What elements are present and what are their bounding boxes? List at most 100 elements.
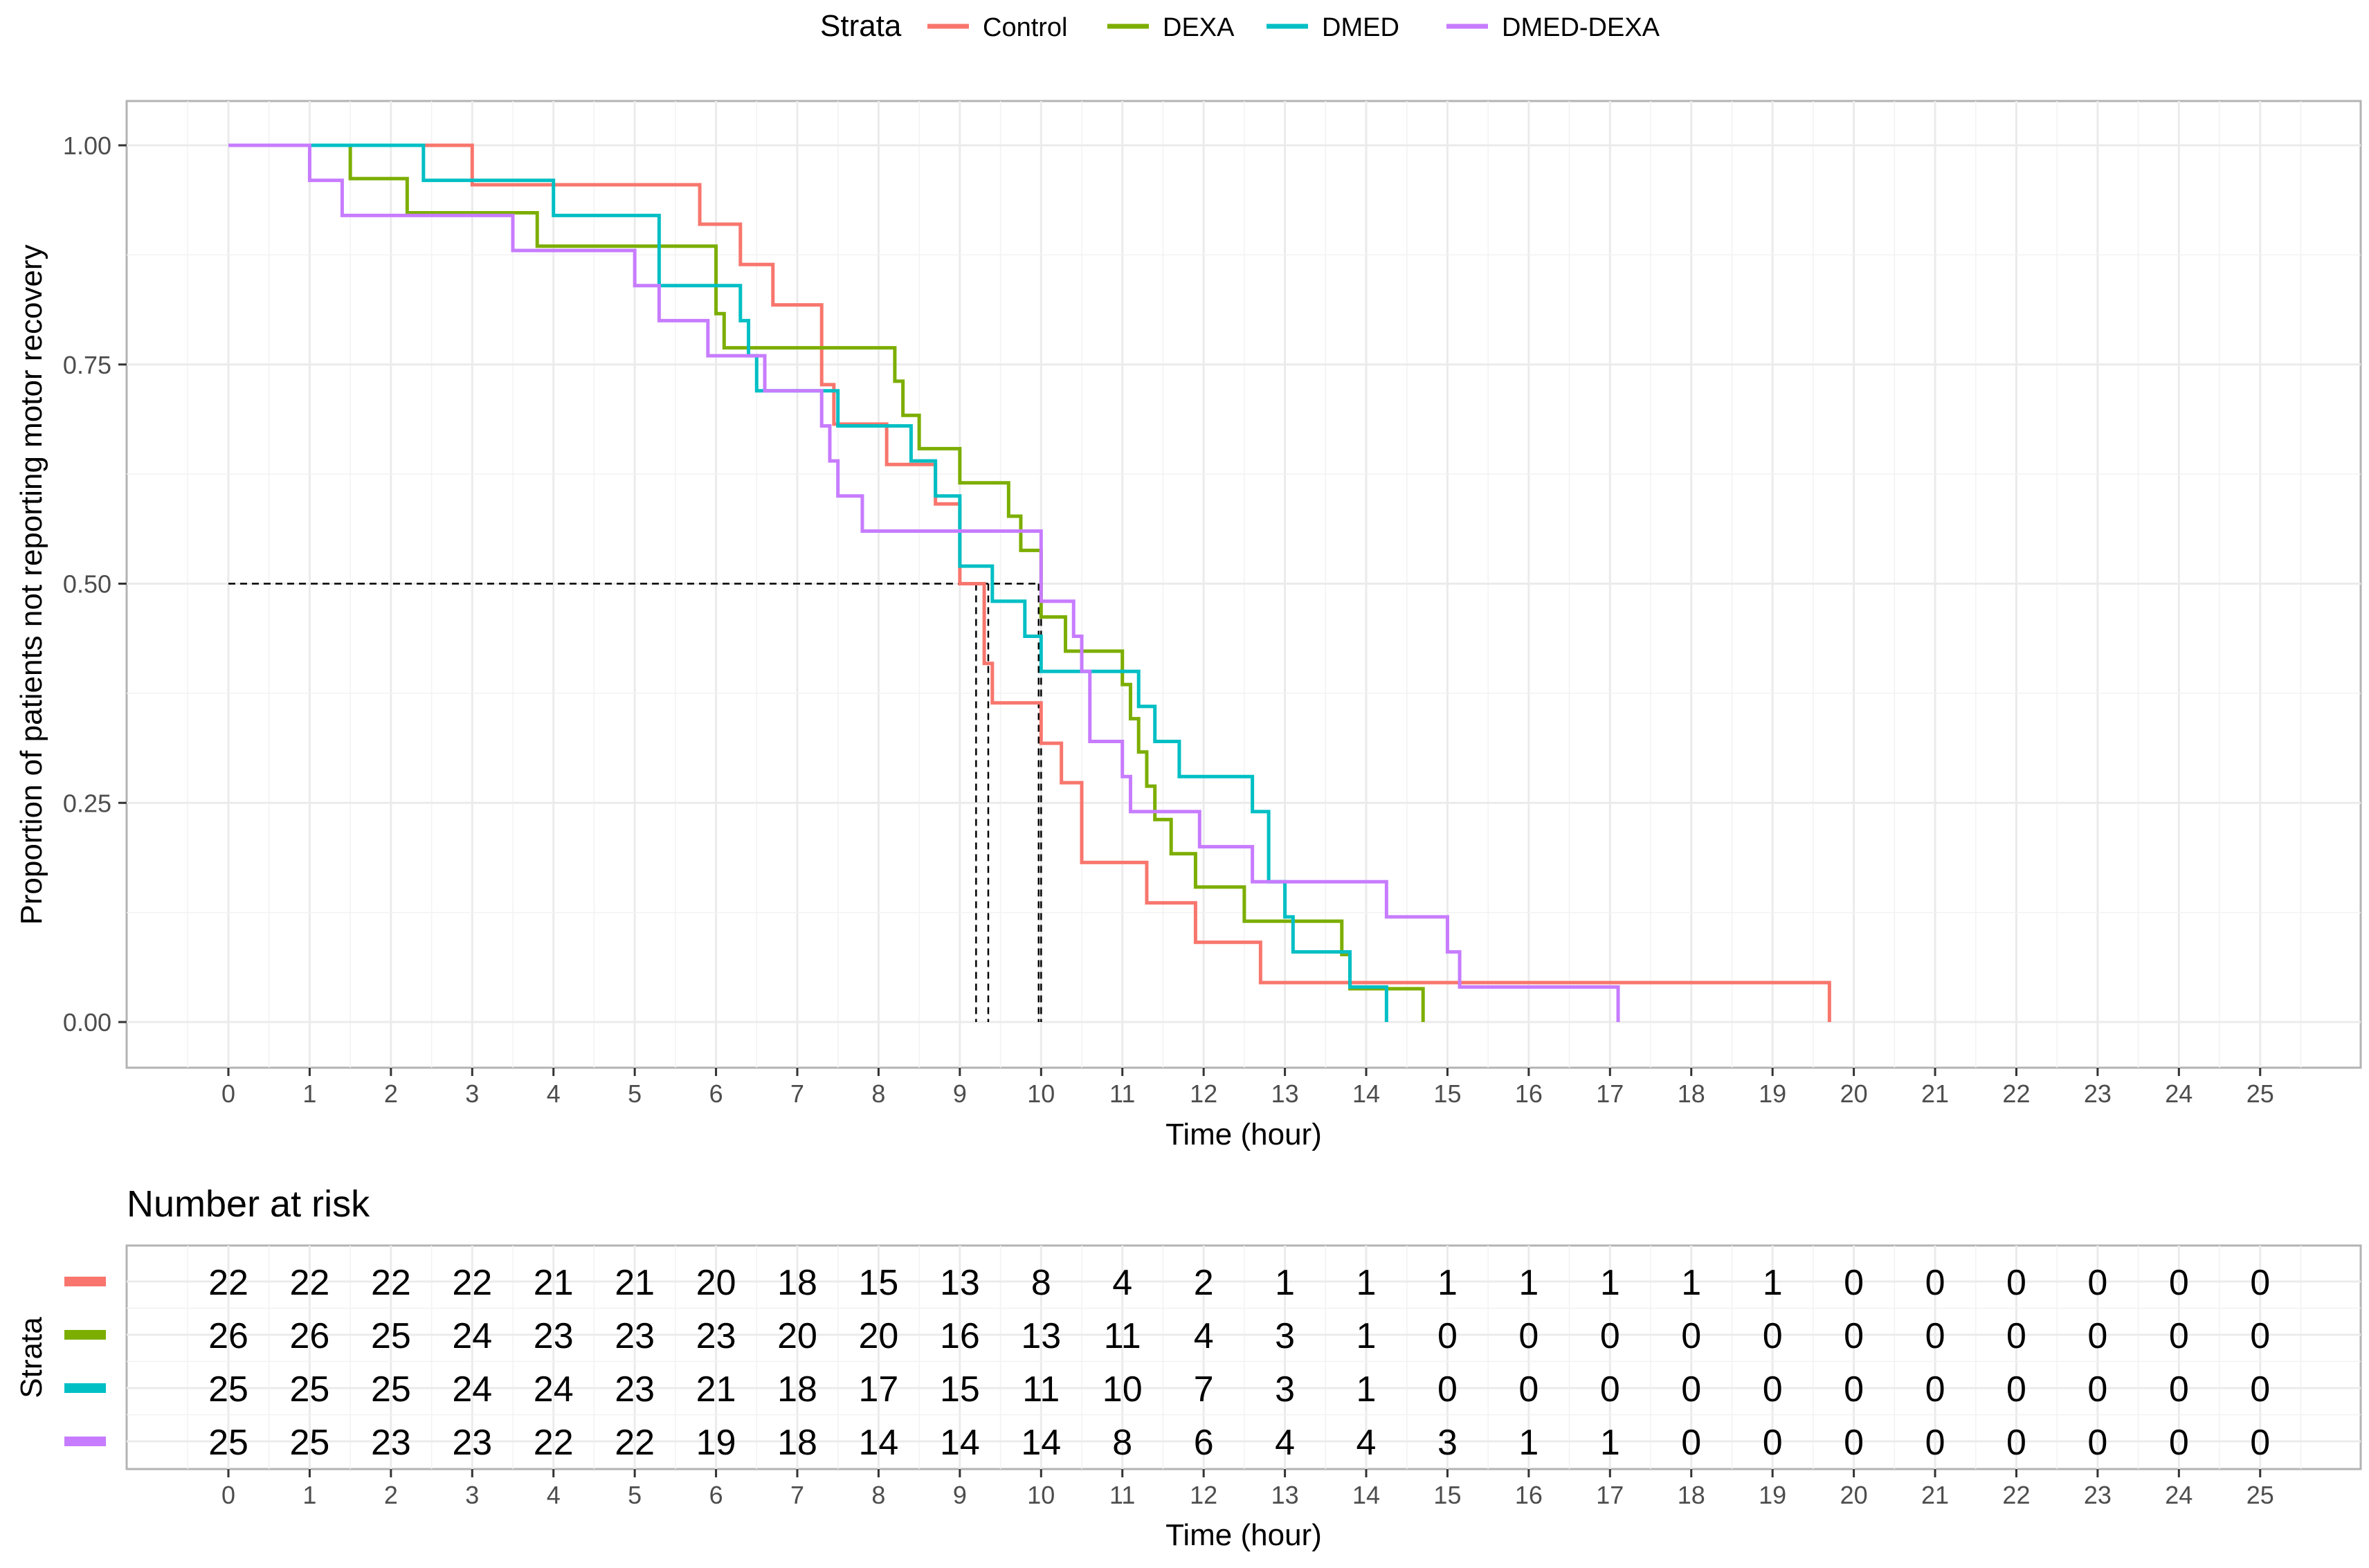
x-tick-label: 21 (1921, 1079, 1949, 1108)
risk-cell: 21 (615, 1263, 655, 1303)
risk-x-tick-label: 2 (384, 1481, 398, 1509)
risk-cell: 26 (290, 1316, 330, 1356)
km-curves (228, 143, 1831, 1022)
risk-cell: 22 (452, 1263, 492, 1303)
x-tick-label: 10 (1027, 1079, 1055, 1108)
risk-cell: 20 (696, 1263, 736, 1303)
legend-label-dmed: DMED (1322, 13, 1399, 42)
risk-cell: 1 (1600, 1263, 1620, 1303)
risk-x-tick-label: 23 (2084, 1481, 2112, 1509)
risk-cell: 20 (777, 1316, 817, 1356)
risk-cell: 0 (2250, 1263, 2270, 1303)
risk-cell: 22 (371, 1263, 411, 1303)
risk-x-tick-label: 24 (2165, 1481, 2193, 1509)
x-tick-label: 0 (221, 1079, 235, 1108)
risk-cell: 0 (1437, 1369, 1458, 1410)
risk-cell: 3 (1275, 1369, 1295, 1410)
risk-cell: 1 (1356, 1316, 1377, 1356)
km-plot-panel: 0.000.250.500.751.00 0 1 2 3 4 5 6 7 8 9 10 11 12 13 1… (15, 100, 2362, 1151)
risk-cell: 0 (1844, 1423, 1864, 1463)
risk-cell: 13 (940, 1263, 980, 1303)
risk-cell: 11 (1104, 1316, 1141, 1356)
risk-cell: 22 (534, 1423, 574, 1463)
risk-x-tick-label: 0 (221, 1481, 235, 1509)
risk-cell: 1 (1518, 1423, 1539, 1463)
risk-x-tick-label: 8 (871, 1481, 885, 1509)
km-gridlines (127, 101, 2361, 1068)
risk-cell: 14 (1021, 1423, 1061, 1463)
risk-x-tick-label: 9 (953, 1481, 967, 1509)
risk-cell: 0 (2250, 1316, 2270, 1356)
y-tick-label: 0.50 (63, 570, 111, 599)
risk-cell: 0 (2087, 1423, 2107, 1463)
risk-cell: 13 (1021, 1316, 1061, 1356)
risk-cell: 21 (534, 1263, 574, 1303)
legend-label-dmed-dexa: DMED-DEXA (1502, 13, 1660, 42)
risk-cell: 1 (1681, 1263, 1701, 1303)
risk-table-cells: 22 22 22 22 21 21 20 18 15 13 8 4 2 1 1 1 1 1 1 1 0 0 0 0 0 026 26… (208, 1263, 2270, 1463)
risk-cell: 0 (1925, 1316, 1945, 1356)
risk-cell: 15 (859, 1263, 899, 1303)
risk-cell: 0 (1763, 1369, 1783, 1410)
risk-cell: 4 (1356, 1423, 1377, 1463)
risk-x-tick-label: 20 (1840, 1481, 1868, 1509)
risk-cell: 0 (1681, 1369, 1701, 1410)
risk-x-tick-label: 18 (1678, 1481, 1705, 1509)
risk-cell: 8 (1031, 1263, 1051, 1303)
risk-cell: 22 (208, 1263, 248, 1303)
risk-cell: 25 (371, 1369, 411, 1410)
risk-cell: 26 (208, 1316, 248, 1356)
risk-cell: 4 (1275, 1423, 1295, 1463)
risk-cell: 15 (940, 1369, 980, 1410)
risk-cell: 23 (371, 1423, 411, 1463)
x-tick-label: 22 (2002, 1079, 2030, 1108)
risk-cell: 0 (1518, 1369, 1539, 1410)
risk-x-tick-label: 14 (1352, 1481, 1380, 1509)
km-curve-dmed-dexa (228, 143, 1620, 1022)
x-tick-label: 11 (1109, 1079, 1135, 1108)
risk-cell: 14 (940, 1423, 980, 1463)
median-reference-lines (228, 583, 1042, 1022)
risk-cell: 0 (2169, 1369, 2189, 1410)
x-tick-label: 17 (1596, 1079, 1624, 1108)
risk-cell: 0 (2169, 1316, 2189, 1356)
km-y-axis: 0.00 0.25 0.50 0.75 1.00 (63, 131, 127, 1037)
risk-cell: 4 (1194, 1316, 1214, 1356)
risk-cell: 0 (2250, 1369, 2270, 1410)
x-tick-label: 3 (465, 1079, 479, 1108)
x-tick-label: 7 (790, 1079, 804, 1108)
x-tick-label: 5 (628, 1079, 642, 1108)
risk-cell: 18 (777, 1369, 817, 1410)
risk-cell: 4 (1112, 1263, 1132, 1303)
risk-cell: 25 (290, 1369, 330, 1410)
risk-cell: 24 (534, 1369, 574, 1410)
x-tick-label: 18 (1678, 1079, 1705, 1108)
y-tick-label: 1.00 (63, 131, 111, 160)
risk-x-tick-label: 16 (1515, 1481, 1543, 1509)
risk-cell: 0 (2169, 1263, 2189, 1303)
risk-x-tick-label: 10 (1027, 1481, 1055, 1509)
legend-label-control: Control (983, 13, 1068, 42)
x-tick-label: 2 (384, 1079, 398, 1108)
x-tick-label: 24 (2165, 1079, 2193, 1108)
risk-cell: 23 (696, 1316, 736, 1356)
x-tick-label: 8 (871, 1079, 885, 1108)
risk-cell: 0 (1681, 1423, 1701, 1463)
risk-cell: 20 (859, 1316, 899, 1356)
risk-cell: 18 (777, 1263, 817, 1303)
x-tick-label: 19 (1759, 1079, 1786, 1108)
x-tick-label: 12 (1190, 1079, 1217, 1108)
risk-table-background (125, 1244, 2362, 1470)
risk-table-gridlines (127, 1246, 2361, 1469)
km-x-axis: 0 1 2 3 4 5 6 7 8 9 10 11 12 13 14 15 16 17 18 19 20 21 22 23 24… (221, 1068, 2274, 1108)
risk-cell: 0 (1437, 1316, 1458, 1356)
risk-table-x-axis-title: Time (hour) (1165, 1518, 1322, 1552)
risk-x-tick-label: 11 (1109, 1481, 1135, 1509)
risk-cell: 0 (2169, 1423, 2189, 1463)
risk-cell: 1 (1275, 1263, 1295, 1303)
km-curve-control (228, 143, 1831, 1022)
risk-cell: 23 (534, 1316, 574, 1356)
risk-cell: 0 (1600, 1316, 1620, 1356)
x-tick-label: 1 (302, 1079, 316, 1108)
